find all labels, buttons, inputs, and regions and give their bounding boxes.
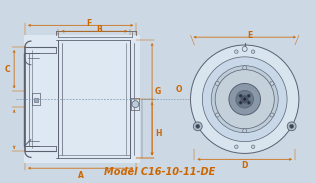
Text: H: H — [155, 129, 161, 138]
Text: C: C — [4, 65, 10, 74]
Text: G: G — [155, 87, 161, 96]
Circle shape — [290, 124, 294, 128]
Circle shape — [193, 122, 202, 131]
Circle shape — [216, 81, 219, 85]
Circle shape — [191, 45, 299, 153]
Bar — [34, 98, 38, 102]
Circle shape — [196, 124, 200, 128]
Circle shape — [236, 90, 253, 108]
Circle shape — [251, 50, 255, 53]
Bar — [24, 35, 140, 163]
Text: F: F — [86, 19, 91, 28]
Circle shape — [270, 113, 274, 117]
Text: E: E — [247, 31, 252, 40]
Circle shape — [241, 95, 249, 103]
Circle shape — [270, 81, 274, 85]
Circle shape — [234, 145, 238, 149]
Circle shape — [132, 101, 139, 108]
Circle shape — [239, 94, 242, 98]
Circle shape — [243, 66, 247, 70]
Text: D: D — [241, 161, 248, 170]
Text: B: B — [96, 25, 102, 34]
Circle shape — [287, 122, 296, 131]
Circle shape — [215, 70, 274, 129]
Text: Model C16-10-11-DE: Model C16-10-11-DE — [104, 167, 216, 177]
Circle shape — [234, 50, 238, 53]
Text: A: A — [78, 171, 84, 180]
Circle shape — [239, 101, 242, 104]
Circle shape — [243, 98, 246, 101]
Circle shape — [251, 145, 255, 149]
Text: O: O — [176, 85, 182, 94]
Circle shape — [229, 83, 260, 115]
Circle shape — [243, 129, 247, 133]
Circle shape — [247, 101, 251, 104]
Circle shape — [242, 46, 247, 51]
Circle shape — [202, 57, 287, 142]
Circle shape — [211, 66, 278, 133]
Circle shape — [247, 94, 251, 98]
Circle shape — [216, 113, 219, 117]
